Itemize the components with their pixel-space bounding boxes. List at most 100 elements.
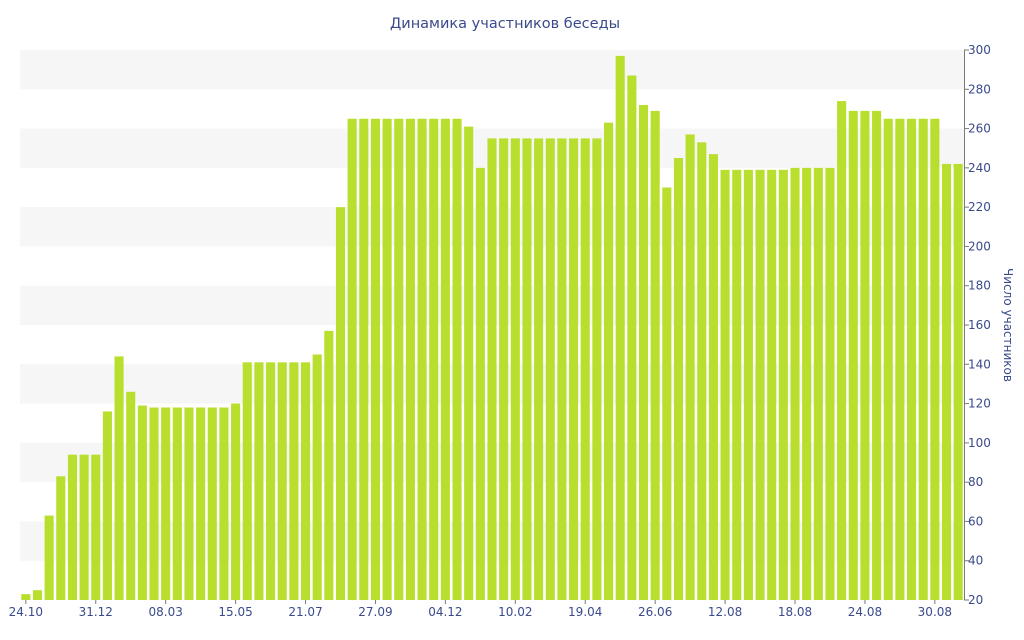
bar bbox=[137, 405, 147, 600]
bar bbox=[44, 515, 54, 600]
bar bbox=[580, 138, 590, 600]
bar bbox=[161, 407, 171, 600]
x-tick-label: 31.12 bbox=[79, 605, 113, 619]
x-tick-label: 15.05 bbox=[218, 605, 252, 619]
bar bbox=[755, 169, 765, 600]
y-tick-label: 120 bbox=[968, 397, 991, 411]
x-tick-label: 24.10 bbox=[9, 605, 43, 619]
bar bbox=[405, 118, 415, 600]
bar bbox=[907, 118, 917, 600]
bar bbox=[464, 126, 474, 601]
bar bbox=[172, 407, 182, 600]
bar bbox=[300, 362, 311, 600]
bar bbox=[254, 362, 264, 600]
y-axis-label: Число участников bbox=[1001, 268, 1015, 382]
bar bbox=[615, 55, 625, 600]
bar bbox=[941, 163, 952, 600]
chart-title: Динамика участников беседы bbox=[390, 16, 620, 32]
bar bbox=[114, 356, 124, 600]
bar bbox=[126, 391, 136, 600]
bar bbox=[510, 138, 520, 600]
bar bbox=[149, 407, 159, 600]
bar bbox=[312, 354, 322, 600]
y-tick-label: 260 bbox=[968, 122, 991, 136]
bar bbox=[697, 142, 707, 600]
bar bbox=[918, 118, 928, 600]
y-tick-label: 140 bbox=[968, 357, 991, 371]
bar bbox=[662, 187, 672, 600]
bar bbox=[277, 362, 287, 600]
y-tick-label: 60 bbox=[968, 514, 983, 528]
bar bbox=[429, 118, 439, 600]
bar bbox=[487, 138, 497, 600]
bar bbox=[522, 138, 532, 600]
bar bbox=[708, 154, 718, 601]
y-tick-label: 20 bbox=[968, 593, 983, 607]
grid-band bbox=[20, 50, 964, 90]
bar bbox=[335, 207, 346, 600]
x-tick-label: 27.09 bbox=[358, 605, 392, 619]
bar bbox=[872, 110, 882, 600]
y-tick-label: 300 bbox=[968, 43, 991, 57]
bar bbox=[732, 169, 742, 600]
bar bbox=[592, 138, 602, 600]
bar bbox=[499, 138, 509, 600]
x-tick-label: 24.08 bbox=[848, 605, 882, 619]
bar bbox=[802, 167, 812, 601]
bar bbox=[394, 118, 404, 600]
bar bbox=[207, 407, 217, 600]
bar bbox=[347, 118, 357, 600]
y-tick-label: 220 bbox=[968, 200, 991, 214]
bar bbox=[452, 118, 462, 600]
bar bbox=[219, 407, 229, 600]
y-tick-label: 200 bbox=[968, 239, 991, 253]
bar bbox=[860, 110, 870, 600]
bar bbox=[289, 362, 299, 600]
bar bbox=[545, 138, 555, 600]
bar bbox=[720, 169, 730, 600]
x-tick-label: 18.08 bbox=[778, 605, 812, 619]
bar bbox=[557, 138, 567, 600]
bar bbox=[184, 407, 194, 600]
bar bbox=[778, 169, 788, 600]
bar bbox=[56, 476, 66, 600]
y-tick-label: 160 bbox=[968, 318, 991, 332]
bar bbox=[475, 167, 485, 601]
bar bbox=[382, 118, 392, 600]
bar bbox=[790, 167, 800, 601]
bar bbox=[569, 138, 579, 600]
bar bbox=[825, 167, 835, 601]
bar bbox=[743, 169, 753, 600]
bar bbox=[370, 118, 380, 600]
x-tick-label: 19.04 bbox=[568, 605, 602, 619]
bar bbox=[67, 454, 77, 600]
bar bbox=[953, 163, 963, 600]
bar bbox=[930, 118, 940, 600]
bar bbox=[627, 75, 637, 601]
y-tick-label: 180 bbox=[968, 279, 991, 293]
x-tick-label: 12.08 bbox=[708, 605, 742, 619]
bar bbox=[324, 330, 334, 600]
bar bbox=[32, 590, 43, 600]
bar bbox=[242, 362, 252, 600]
bar bbox=[21, 594, 31, 600]
bar bbox=[102, 411, 112, 600]
bar bbox=[604, 122, 614, 601]
bar bbox=[79, 454, 89, 600]
bar bbox=[91, 454, 101, 600]
y-tick-label: 100 bbox=[968, 436, 991, 450]
bar bbox=[196, 407, 206, 600]
bar bbox=[767, 169, 777, 600]
bar bbox=[650, 110, 660, 600]
bar bbox=[440, 118, 450, 600]
bar bbox=[673, 158, 684, 601]
y-tick-label: 40 bbox=[968, 554, 983, 568]
y-tick-label: 80 bbox=[968, 475, 983, 489]
bar bbox=[848, 110, 858, 600]
bar bbox=[638, 105, 649, 600]
x-tick-label: 10.02 bbox=[498, 605, 532, 619]
bar bbox=[837, 101, 847, 600]
bar bbox=[813, 167, 823, 601]
